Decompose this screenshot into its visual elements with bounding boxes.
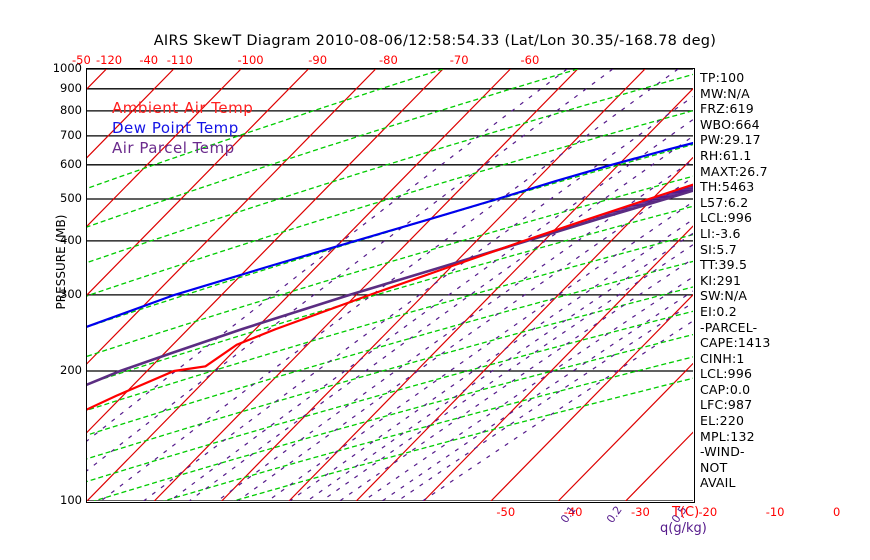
pressure-tick-100: 100 xyxy=(60,493,82,507)
mixing-ratio-lines xyxy=(87,69,693,501)
stat-line-tt39.5: TT:39.5 xyxy=(700,257,748,273)
stat-line-pw29.17: PW:29.17 xyxy=(700,132,761,148)
skewt-plot-svg xyxy=(87,69,693,501)
pressure-tick-600: 600 xyxy=(60,156,82,171)
stat-line-ki291: KI:291 xyxy=(700,272,742,288)
top-temp-tick--120: -120 xyxy=(96,53,123,67)
stat-line-cinh1: CINH:1 xyxy=(700,350,745,366)
bottom-temp-tick--30: -30 xyxy=(631,505,650,519)
stat-line-cape1413: CAPE:1413 xyxy=(700,335,771,351)
stat-line-avail: AVAIL xyxy=(700,475,736,491)
legend-air-parcel-temp: Air Parcel Temp xyxy=(112,139,235,157)
stat-line-wind: -WIND- xyxy=(700,444,745,460)
curve-legend: Ambient Air Temp Dew Point Temp Air Parc… xyxy=(112,98,253,158)
stat-line-swna: SW:N/A xyxy=(700,288,748,304)
top-temp-tick--60: -60 xyxy=(520,53,540,67)
pressure-axis-labels: 100 200 300 400 500 600 700 800 900 1000 xyxy=(34,61,82,507)
top-temp-tick--50: -50 xyxy=(72,53,91,67)
pressure-tick-800: 800 xyxy=(60,102,82,117)
stat-line-lfc987: LFC:987 xyxy=(700,397,753,413)
bottom-temp-tick--40: -40 xyxy=(563,505,583,519)
pressure-tick-200: 200 xyxy=(60,362,82,377)
stat-line-el220: EL:220 xyxy=(700,413,745,429)
stat-line-parcel: -PARCEL- xyxy=(700,319,758,335)
stat-line-th5463: TH:5463 xyxy=(700,179,755,195)
legend-ambient-air-temp: Ambient Air Temp xyxy=(112,99,254,117)
top-temp-tick--90: -90 xyxy=(308,53,328,67)
mixing-ratio-tick-0.2: 0.2 xyxy=(603,503,625,526)
stat-line-rh61.1: RH:61.1 xyxy=(700,147,752,163)
stat-line-frz619: FRZ:619 xyxy=(700,101,754,117)
parcel-temp-curve xyxy=(87,189,693,387)
stat-line-not: NOT xyxy=(700,459,728,475)
pressure-tick-900: 900 xyxy=(60,80,82,95)
page-title: AIRS SkewT Diagram 2010-08-06/12:58:54.3… xyxy=(153,33,717,49)
dewpoint-temp-curve xyxy=(87,141,693,328)
pressure-tick-400: 400 xyxy=(60,232,82,247)
stat-line-mwna: MW:N/A xyxy=(700,85,750,101)
stat-line-mpl132: MPL:132 xyxy=(700,428,755,444)
bottom-temp-tick--20: -20 xyxy=(698,505,718,519)
stat-line-tp100: TP:100 xyxy=(700,70,745,85)
stat-line-lcl996: LCL:996 xyxy=(700,210,753,226)
pressure-tick-700: 700 xyxy=(60,127,82,142)
temperature-axis-title: T(C) xyxy=(672,505,700,520)
stat-line-wbo664: WBO:664 xyxy=(700,116,760,132)
pressure-tick-1000: 1000 xyxy=(52,61,82,75)
stat-line-l576.2: L57:6.2 xyxy=(700,194,749,210)
mixing-ratio-axis-title: q(g/kg) xyxy=(660,521,707,536)
top-temp-tick--80: -80 xyxy=(379,53,398,67)
stat-line-si5.7: SI:5.7 xyxy=(700,241,737,257)
top-temp-tick--70: -70 xyxy=(449,53,469,67)
legend-dew-point-temp: Dew Point Temp xyxy=(112,119,239,137)
pressure-tick-300: 300 xyxy=(60,286,82,301)
skewt-plot-area[interactable] xyxy=(86,68,695,503)
top-temp-tick--110: -110 xyxy=(166,53,193,67)
ambient-temp-curve xyxy=(87,183,693,411)
top-temp-tick--100: -100 xyxy=(237,53,264,67)
top-temp-tick--40: -40 xyxy=(139,53,159,67)
bottom-temp-tick-0: 0 xyxy=(833,505,841,519)
pressure-axis-title: PRESSURE (MB) xyxy=(54,214,68,310)
stat-line-li3.6: LI:-3.6 xyxy=(700,225,741,241)
sounding-indices-panel: TP:100 MW:N/A FRZ:619 WBO:664 PW:29.17 RH:61.… xyxy=(700,70,865,491)
bottom-temp-tick--50: -50 xyxy=(496,505,516,519)
stat-line-cap0.0: CAP:0.0 xyxy=(700,381,751,397)
stat-line-ei0.2: EI:0.2 xyxy=(700,303,737,319)
pressure-tick-500: 500 xyxy=(60,191,82,206)
stat-line-maxt26.7: MAXT:26.7 xyxy=(700,163,768,179)
stat-line-lcl996: LCL:996 xyxy=(700,366,753,382)
bottom-temp-tick--10: -10 xyxy=(765,505,785,519)
dry-adiabat-lines xyxy=(87,69,693,501)
